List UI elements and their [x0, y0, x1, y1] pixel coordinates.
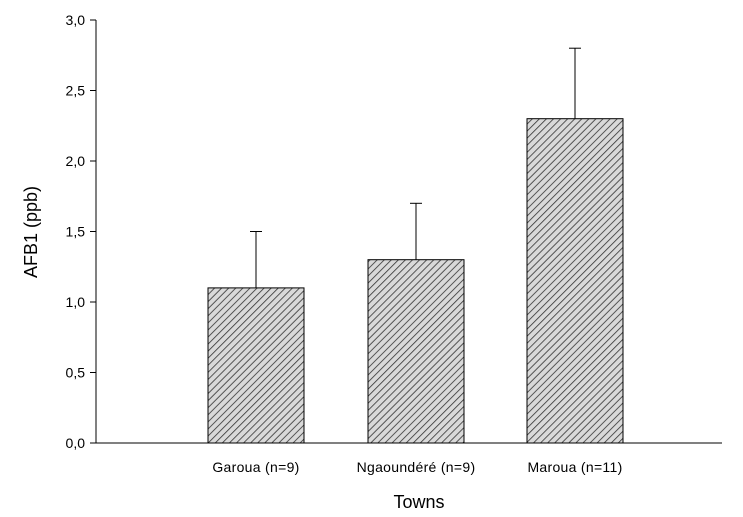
y-tick-label: 2,0 — [66, 153, 86, 169]
bars-layer — [207, 118, 624, 444]
x-axis-title: Towns — [393, 492, 444, 512]
error-bar-1 — [250, 231, 262, 288]
error-bars-layer — [250, 47, 581, 288]
y-tick-label: 1,0 — [66, 294, 86, 310]
y-tick-label: 1,5 — [66, 224, 86, 240]
y-tick-label: 0,0 — [66, 435, 86, 451]
bar-1 — [207, 287, 305, 444]
labels-layer: Towns AFB1 (ppb) — [21, 186, 445, 512]
y-tick-label: 2,5 — [66, 83, 86, 99]
bar-2 — [367, 259, 465, 444]
bar-3 — [526, 118, 624, 444]
axes-layer: Garoua (n=9) Ngaoundéré (n=9) Maroua (n=11… — [66, 12, 722, 475]
error-bar-3 — [569, 47, 581, 119]
y-tick-label: 3,0 — [66, 12, 86, 28]
x-tick-label: Ngaoundéré (n=9) — [357, 459, 476, 475]
error-bar-2 — [410, 202, 422, 260]
y-tick-label: 0,5 — [66, 365, 86, 381]
x-tick-label: Maroua (n=11) — [527, 459, 622, 475]
x-tick-label: Garoua (n=9) — [212, 459, 299, 475]
y-axis-title: AFB1 (ppb) — [21, 186, 41, 278]
